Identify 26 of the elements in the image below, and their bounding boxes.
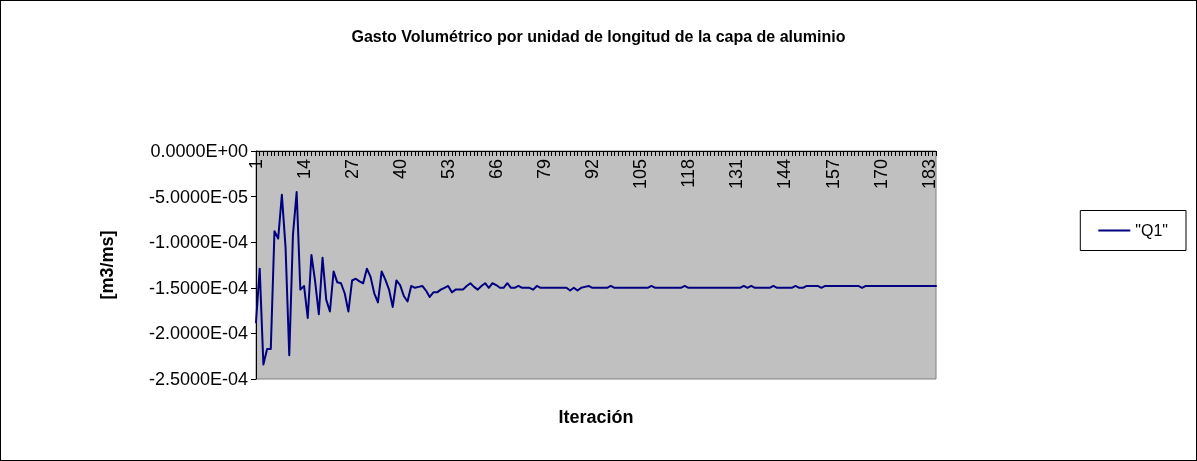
x-tick-label: 53	[438, 159, 459, 180]
x-tick-label: 92	[582, 159, 603, 180]
x-tick-label: 183	[918, 159, 939, 190]
y-tick-label: -2.0000E-04	[148, 323, 248, 344]
chart-title: Gasto Volumétrico por unidad de longitud de la capa de aluminio	[351, 27, 846, 45]
x-axis-title: Iteración	[558, 407, 634, 427]
x-tick-label: 157	[822, 159, 843, 190]
y-axis-title: [m3/ms]	[97, 230, 117, 300]
x-tick-label: 118	[678, 159, 699, 188]
y-tick-label: -2.5000E-04	[148, 369, 248, 389]
x-tick-label: 131	[726, 159, 747, 190]
x-tick-label: 105	[630, 159, 651, 190]
x-tick-label: 170	[870, 159, 891, 190]
x-tick-label: 66	[486, 159, 507, 180]
x-tick-label: 1	[246, 159, 266, 170]
x-tick-label: 40	[390, 159, 411, 180]
x-tick-label: 144	[774, 159, 795, 190]
y-tick-label: -5.0000E-05	[148, 186, 248, 207]
line-series	[255, 191, 937, 366]
y-tick-label: -1.0000E-04	[148, 232, 248, 253]
x-tick-label: 27	[342, 159, 363, 180]
y-tick-label: -1.5000E-04	[148, 277, 248, 298]
legend-label: "Q1"	[1135, 222, 1168, 239]
x-tick-label: 14	[294, 159, 315, 180]
y-tick-label: 0.0000E+00	[150, 141, 248, 161]
x-tick-label: 79	[534, 159, 555, 180]
